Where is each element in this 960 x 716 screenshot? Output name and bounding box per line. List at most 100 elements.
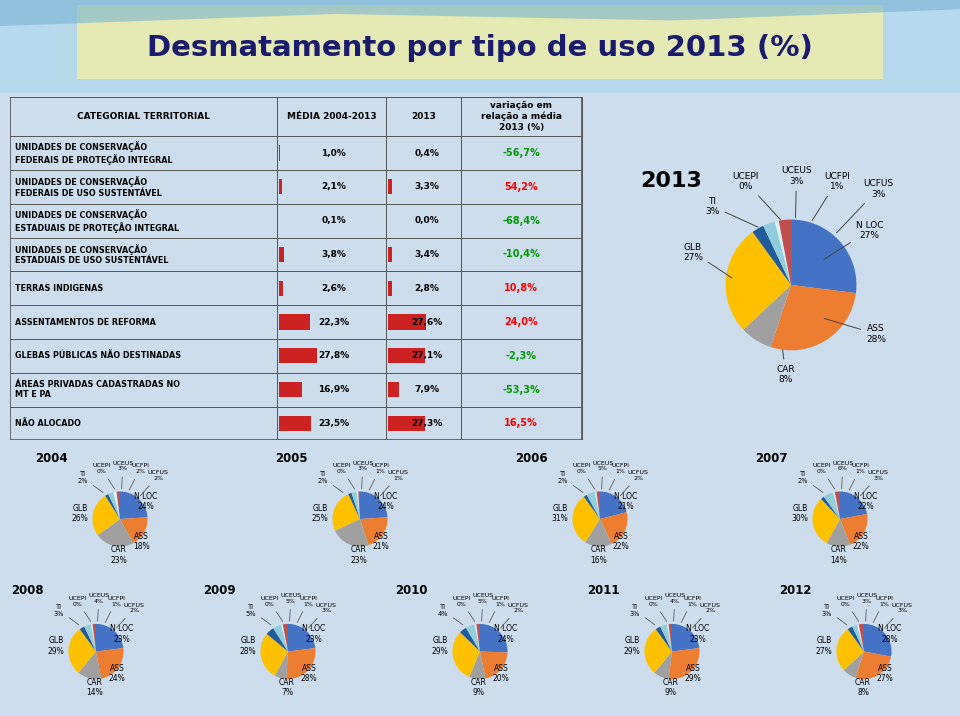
Wedge shape [584, 495, 600, 519]
Text: variação em
relação a média
2013 (%): variação em relação a média 2013 (%) [481, 101, 562, 132]
Text: CAR
7%: CAR 7% [279, 678, 295, 697]
Wedge shape [452, 632, 480, 677]
Text: CAR
9%: CAR 9% [663, 678, 679, 697]
Text: -2,3%: -2,3% [506, 351, 537, 361]
Wedge shape [812, 499, 840, 543]
Text: UCEPI
0%: UCEPI 0% [812, 463, 835, 489]
Text: UCFUS
2%: UCFUS 2% [500, 603, 529, 628]
Text: TI
3%: TI 3% [54, 604, 79, 625]
Wedge shape [587, 492, 600, 519]
Text: N LOC
24%: N LOC 24% [373, 492, 397, 511]
Text: Desmatamento por tipo de uso 2013 (%): Desmatamento por tipo de uso 2013 (%) [147, 34, 813, 62]
Text: TI
3%: TI 3% [706, 197, 758, 227]
Wedge shape [281, 624, 288, 652]
Text: UCFPI
2%: UCFPI 2% [130, 463, 149, 490]
Wedge shape [267, 628, 288, 652]
Text: UCFPI
1%: UCFPI 1% [850, 463, 869, 490]
Text: 2010: 2010 [396, 584, 428, 597]
Bar [279, 247, 284, 262]
Text: GLB
27%: GLB 27% [683, 243, 732, 278]
Wedge shape [656, 626, 672, 652]
Wedge shape [356, 491, 360, 519]
Text: -53,3%: -53,3% [502, 384, 540, 395]
Text: UCFUS
3%: UCFUS 3% [884, 603, 913, 628]
Text: 2,8%: 2,8% [415, 284, 440, 293]
Bar [388, 416, 425, 431]
Wedge shape [476, 624, 480, 652]
Text: 2009: 2009 [204, 584, 236, 597]
Text: 16,9%: 16,9% [318, 385, 349, 394]
Text: TI
3%: TI 3% [630, 604, 655, 625]
Wedge shape [274, 625, 288, 652]
Bar [279, 179, 282, 195]
Text: UNIDADES DE CONSERVAÇÃO
FEDERAIS DE PROTEÇÃO INTEGRAL: UNIDADES DE CONSERVAÇÃO FEDERAIS DE PROT… [14, 141, 172, 165]
Text: TI
4%: TI 4% [438, 604, 463, 625]
Text: NÃO ALOCADO: NÃO ALOCADO [14, 419, 81, 428]
Text: UNIDADES DE CONSERVAÇÃO
ESTADUAIS DE PROTEÇÃO INTEGRAL: UNIDADES DE CONSERVAÇÃO ESTADUAIS DE PRO… [14, 209, 179, 233]
Text: 2,6%: 2,6% [322, 284, 347, 293]
Text: N LOC
22%: N LOC 22% [853, 492, 877, 511]
Wedge shape [288, 624, 315, 652]
Text: 24,0%: 24,0% [504, 317, 539, 327]
Wedge shape [852, 626, 864, 652]
Text: 0,1%: 0,1% [322, 216, 346, 225]
Wedge shape [824, 493, 840, 519]
Text: UCFPI
1%: UCFPI 1% [370, 463, 389, 490]
Wedge shape [116, 491, 120, 519]
Wedge shape [791, 220, 856, 293]
Wedge shape [848, 626, 864, 652]
Text: UCEUS
5%: UCEUS 5% [592, 460, 613, 489]
Wedge shape [68, 629, 96, 673]
Text: UCFUS
1%: UCFUS 1% [380, 470, 409, 495]
Wedge shape [108, 493, 120, 519]
Wedge shape [286, 648, 316, 679]
Text: GLB
30%: GLB 30% [792, 504, 808, 523]
Text: GLB
29%: GLB 29% [432, 637, 448, 656]
Wedge shape [106, 494, 120, 519]
Text: GLB
31%: GLB 31% [552, 504, 568, 523]
Text: UCFPI
1%: UCFPI 1% [812, 172, 850, 221]
Text: ASS
21%: ASS 21% [372, 531, 390, 551]
Text: 27,6%: 27,6% [412, 318, 443, 326]
Text: 2006: 2006 [516, 452, 548, 465]
Wedge shape [852, 625, 864, 652]
Text: UCFPI
1%: UCFPI 1% [682, 596, 701, 622]
Text: N LOC
28%: N LOC 28% [877, 624, 901, 644]
Text: UCFUS
2%: UCFUS 2% [116, 603, 145, 628]
Text: ASS
24%: ASS 24% [108, 664, 126, 684]
Wedge shape [466, 624, 480, 652]
Text: CATEGORIAL TERRITORIAL: CATEGORIAL TERRITORIAL [77, 112, 210, 121]
Wedge shape [763, 226, 791, 285]
Text: UCEPI
0%: UCEPI 0% [332, 463, 355, 489]
Bar [279, 281, 282, 296]
Text: 0,4%: 0,4% [415, 149, 440, 158]
Text: UCEPI
0%: UCEPI 0% [572, 463, 595, 489]
Text: UCEPI
0%: UCEPI 0% [68, 596, 91, 621]
Text: 2013: 2013 [411, 112, 436, 121]
Wedge shape [844, 652, 864, 677]
Text: UNIDADES DE CONSERVAÇÃO
ESTADUAIS DE USO SUSTENTÁVEL: UNIDADES DE CONSERVAÇÃO ESTADUAIS DE USO… [14, 243, 168, 265]
Text: 2013: 2013 [640, 171, 703, 191]
Text: CAR
14%: CAR 14% [86, 678, 104, 697]
Bar [279, 348, 318, 364]
Text: GLB
29%: GLB 29% [48, 637, 64, 656]
Text: N LOC
24%: N LOC 24% [133, 492, 157, 511]
Text: N LOC
23%: N LOC 23% [301, 624, 325, 644]
Text: 27,8%: 27,8% [318, 352, 349, 360]
Text: UCEUS
4%: UCEUS 4% [664, 593, 685, 621]
Text: 2,1%: 2,1% [322, 183, 347, 191]
Bar [388, 314, 425, 329]
Wedge shape [84, 626, 96, 652]
Wedge shape [91, 624, 96, 652]
Text: UCEUS
5%: UCEUS 5% [280, 593, 301, 621]
Text: UCEUS
6%: UCEUS 6% [832, 460, 853, 489]
Wedge shape [96, 648, 124, 679]
Text: ASS
18%: ASS 18% [132, 531, 150, 551]
Text: -68,4%: -68,4% [502, 216, 540, 226]
Text: N LOC
24%: N LOC 24% [493, 624, 517, 644]
Wedge shape [120, 491, 148, 519]
Text: 2012: 2012 [780, 584, 812, 597]
Wedge shape [857, 624, 864, 652]
Text: TI
2%: TI 2% [798, 471, 823, 493]
Text: UCEUS
5%: UCEUS 5% [472, 593, 493, 621]
